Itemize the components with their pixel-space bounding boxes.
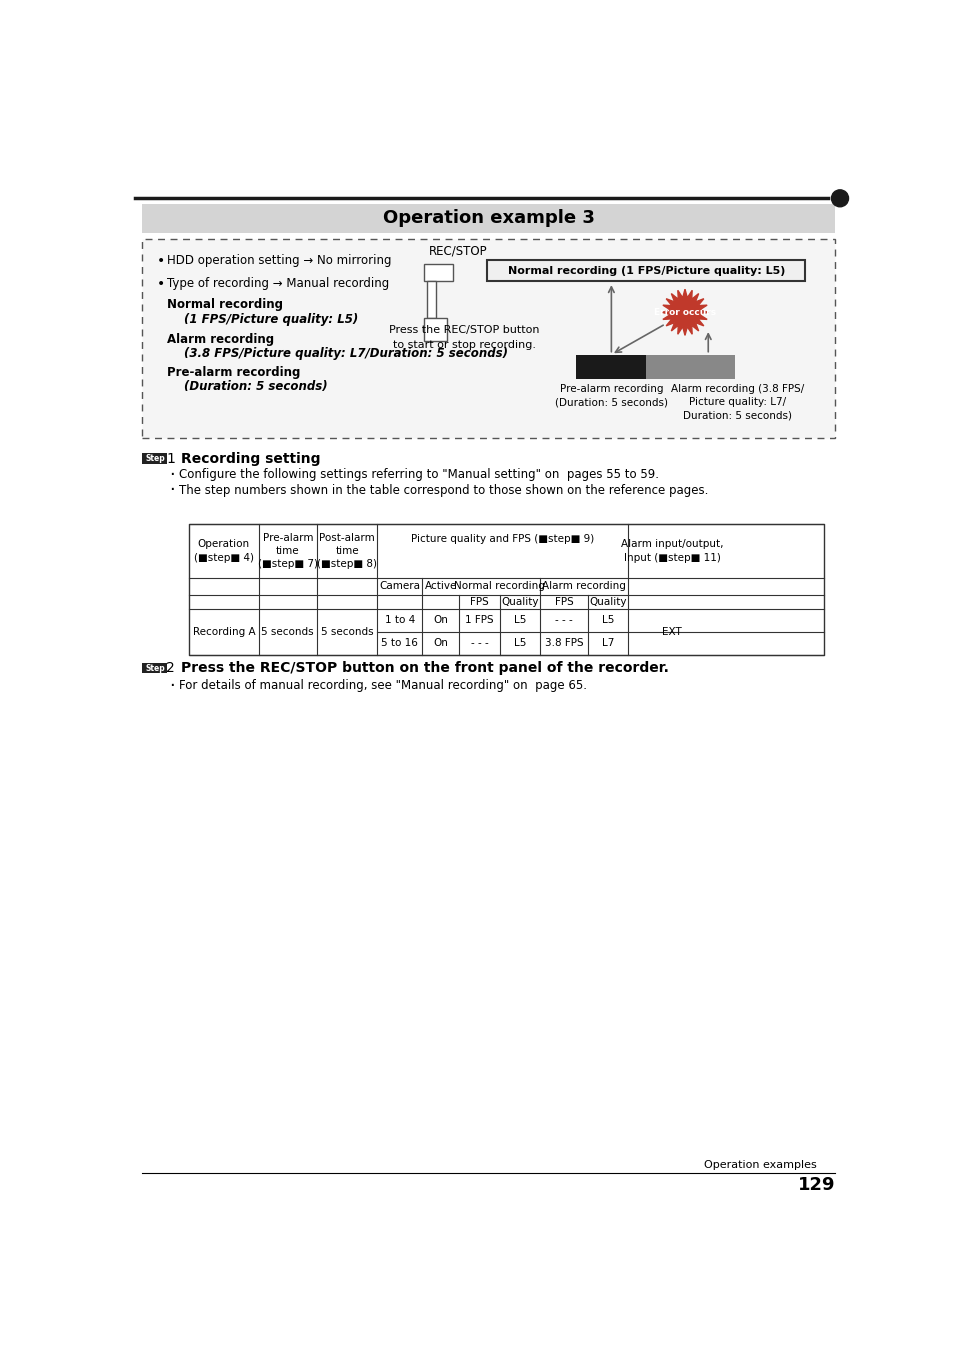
Bar: [427, 281, 436, 317]
Text: HDD operation setting → No mirroring: HDD operation setting → No mirroring: [167, 254, 392, 267]
Text: The step numbers shown in the table correspond to those shown on the reference p: The step numbers shown in the table corr…: [179, 484, 707, 497]
Text: (3.8 FPS/Picture quality: L7/Duration: 5 seconds): (3.8 FPS/Picture quality: L7/Duration: 5…: [184, 347, 508, 361]
Text: Normal recording: Normal recording: [454, 581, 545, 592]
Text: Operation examples: Operation examples: [703, 1159, 816, 1170]
Polygon shape: [661, 289, 707, 335]
Text: Normal recording: Normal recording: [167, 299, 283, 311]
Text: - - -: - - -: [555, 615, 573, 626]
Text: 1: 1: [166, 451, 174, 466]
Text: 5 seconds: 5 seconds: [261, 627, 314, 636]
Text: On: On: [433, 639, 448, 648]
Text: Alarm recording (3.8 FPS/
Picture quality: L7/
Duration: 5 seconds): Alarm recording (3.8 FPS/ Picture qualit…: [670, 384, 803, 420]
Text: Press the REC/STOP button on the front panel of the recorder.: Press the REC/STOP button on the front p…: [181, 661, 668, 676]
Text: ·: ·: [170, 481, 175, 499]
Text: 3.8 FPS: 3.8 FPS: [544, 639, 583, 648]
Text: L5: L5: [514, 639, 525, 648]
Bar: [576, 354, 645, 380]
Text: L5: L5: [601, 615, 614, 626]
Text: ·: ·: [170, 677, 175, 694]
Text: (1 FPS/Picture quality: L5): (1 FPS/Picture quality: L5): [184, 313, 358, 327]
Text: FPS: FPS: [554, 597, 573, 607]
Text: Post-alarm
time
(■step■ 8): Post-alarm time (■step■ 8): [316, 532, 376, 569]
Text: •: •: [156, 277, 165, 290]
Text: Error occurs: Error occurs: [653, 308, 716, 316]
Bar: [142, 453, 167, 463]
Text: •: •: [156, 254, 165, 267]
Text: 129: 129: [797, 1175, 835, 1194]
Text: REC/STOP: REC/STOP: [429, 245, 487, 258]
Text: Operation example 3: Operation example 3: [382, 209, 595, 227]
Bar: [142, 204, 835, 232]
Text: On: On: [433, 615, 448, 626]
Bar: [142, 662, 167, 673]
Bar: [142, 239, 835, 438]
Text: ·: ·: [170, 466, 175, 484]
Text: 2: 2: [166, 661, 174, 676]
Bar: [189, 524, 823, 655]
Text: Step: Step: [145, 663, 165, 673]
Text: Normal recording (1 FPS/Picture quality: L5): Normal recording (1 FPS/Picture quality:…: [507, 266, 784, 276]
Bar: [645, 354, 735, 380]
Text: Press the REC/STOP button
to start or stop recording.: Press the REC/STOP button to start or st…: [389, 326, 538, 350]
Text: Alarm recording: Alarm recording: [541, 581, 625, 592]
Text: Type of recording → Manual recording: Type of recording → Manual recording: [167, 277, 389, 290]
Bar: [487, 259, 804, 281]
Text: Pre-alarm
time
(■step■ 7): Pre-alarm time (■step■ 7): [257, 532, 317, 569]
Text: 5 to 16: 5 to 16: [381, 639, 417, 648]
Text: Pre-alarm recording
(Duration: 5 seconds): Pre-alarm recording (Duration: 5 seconds…: [555, 384, 667, 407]
Text: Configure the following settings referring to "Manual setting" on  pages 55 to 5: Configure the following settings referri…: [179, 469, 659, 481]
Text: Operation
(■step■ 4): Operation (■step■ 4): [193, 539, 253, 562]
Text: Alarm recording: Alarm recording: [167, 332, 274, 346]
Text: Camera: Camera: [379, 581, 420, 592]
Text: Quality: Quality: [500, 597, 538, 607]
Text: L7: L7: [601, 639, 614, 648]
Text: - - -: - - -: [470, 639, 488, 648]
Bar: [423, 317, 447, 340]
Text: Alarm input/output,
Input (■step■ 11): Alarm input/output, Input (■step■ 11): [620, 539, 722, 562]
Text: Step: Step: [145, 454, 165, 463]
Text: Picture quality and FPS (■step■ 9): Picture quality and FPS (■step■ 9): [411, 534, 594, 544]
Text: EXT: EXT: [661, 627, 681, 636]
Text: 5 seconds: 5 seconds: [320, 627, 373, 636]
Text: Recording A: Recording A: [193, 627, 254, 636]
Text: For details of manual recording, see "Manual recording" on  page 65.: For details of manual recording, see "Ma…: [179, 680, 586, 692]
Text: Recording setting: Recording setting: [181, 451, 320, 466]
Text: 1 to 4: 1 to 4: [384, 615, 415, 626]
Circle shape: [831, 190, 847, 207]
Text: Pre-alarm recording: Pre-alarm recording: [167, 366, 300, 378]
Text: 1 FPS: 1 FPS: [465, 615, 494, 626]
Text: Quality: Quality: [589, 597, 626, 607]
Bar: [423, 263, 453, 281]
Text: L5: L5: [514, 615, 525, 626]
Text: Active: Active: [424, 581, 456, 592]
Text: (Duration: 5 seconds): (Duration: 5 seconds): [184, 381, 328, 393]
Text: FPS: FPS: [470, 597, 489, 607]
